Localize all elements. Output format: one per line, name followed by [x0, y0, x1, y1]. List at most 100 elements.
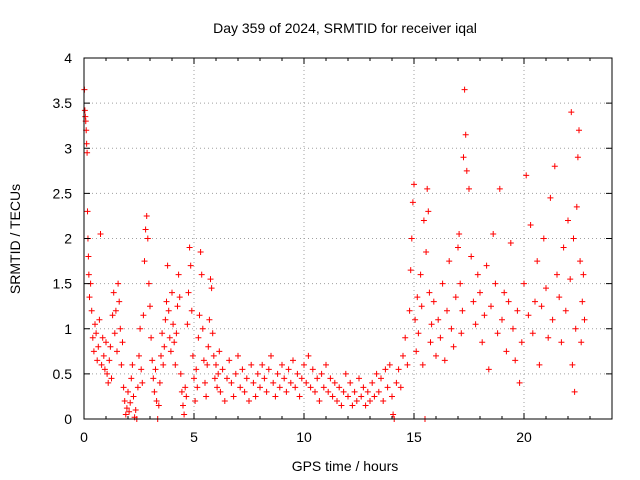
data-point	[437, 334, 444, 341]
data-point	[202, 379, 208, 386]
data-point	[142, 226, 149, 233]
data-point	[358, 393, 365, 400]
data-point	[510, 325, 516, 332]
data-point	[180, 402, 186, 409]
data-point	[85, 271, 92, 278]
data-point	[463, 167, 470, 174]
data-point	[108, 375, 115, 382]
data-point	[209, 330, 216, 337]
data-point	[307, 384, 314, 391]
data-point	[153, 397, 160, 404]
data-point	[468, 253, 475, 260]
data-point	[120, 384, 127, 391]
data-point	[147, 303, 153, 310]
data-point	[101, 366, 108, 373]
data-point	[144, 235, 151, 242]
data-point	[132, 406, 139, 413]
data-point	[166, 334, 173, 341]
data-point	[428, 321, 435, 328]
data-point	[441, 357, 448, 364]
y-axis-title: SRMTID / TECUs	[7, 184, 23, 294]
data-point	[88, 307, 95, 314]
data-point	[527, 221, 534, 228]
data-point	[129, 361, 136, 368]
data-point	[164, 262, 171, 269]
data-point	[494, 330, 501, 337]
data-point	[336, 384, 343, 391]
data-point	[83, 140, 90, 147]
data-point	[197, 249, 204, 256]
data-point	[235, 352, 241, 359]
data-point	[448, 325, 455, 332]
data-point	[155, 402, 162, 409]
data-point	[134, 384, 141, 391]
data-point	[305, 352, 312, 359]
data-point	[90, 348, 97, 355]
data-point	[263, 388, 270, 395]
data-point	[119, 339, 126, 346]
data-point	[178, 388, 185, 395]
data-point	[414, 294, 421, 301]
data-point	[382, 366, 389, 373]
data-point	[115, 280, 122, 287]
data-point	[230, 393, 237, 400]
y-tick-label: 3.5	[53, 95, 73, 111]
data-point	[95, 343, 102, 350]
data-point	[169, 289, 175, 296]
data-point	[523, 172, 530, 179]
data-point	[204, 361, 211, 368]
data-point	[292, 384, 299, 391]
data-point	[298, 375, 305, 382]
data-point	[185, 289, 192, 296]
data-point	[576, 127, 582, 134]
data-point	[318, 370, 325, 377]
data-point	[116, 298, 123, 305]
data-point	[112, 307, 119, 314]
data-point	[89, 334, 96, 341]
data-point	[198, 271, 205, 278]
data-point	[466, 185, 472, 192]
data-point	[84, 208, 91, 215]
data-point	[568, 109, 575, 116]
data-point	[459, 307, 466, 314]
data-point	[301, 361, 307, 368]
data-point	[316, 397, 323, 404]
data-point	[279, 361, 285, 368]
data-point	[276, 384, 283, 391]
data-point	[312, 388, 318, 395]
data-point	[200, 357, 207, 364]
data-point	[423, 249, 430, 256]
data-point	[420, 217, 427, 224]
data-point	[347, 379, 354, 386]
data-point	[216, 348, 223, 355]
data-point	[188, 307, 195, 314]
data-point	[193, 366, 200, 373]
data-point	[94, 357, 101, 364]
data-point	[338, 402, 345, 409]
data-point	[172, 361, 179, 368]
data-point	[165, 307, 172, 314]
data-point	[126, 408, 133, 415]
data-point	[474, 271, 481, 278]
data-point	[105, 379, 112, 386]
data-point	[303, 379, 310, 386]
data-point	[505, 298, 512, 305]
data-point	[175, 271, 182, 278]
data-point	[334, 397, 340, 404]
data-point	[547, 194, 554, 201]
data-point	[472, 321, 479, 328]
data-point	[167, 348, 174, 355]
data-point	[136, 352, 142, 359]
y-tick-label: 4	[64, 50, 72, 66]
data-point	[232, 370, 239, 377]
data-point	[128, 375, 135, 382]
y-tick-label: 2	[64, 231, 72, 247]
x-tick-label: 10	[296, 429, 312, 445]
data-point	[139, 379, 146, 386]
data-point	[470, 298, 477, 305]
data-point	[549, 316, 556, 323]
data-point	[409, 199, 416, 206]
x-tick-label: 20	[516, 429, 532, 445]
data-point	[290, 357, 296, 364]
data-point	[356, 375, 362, 382]
